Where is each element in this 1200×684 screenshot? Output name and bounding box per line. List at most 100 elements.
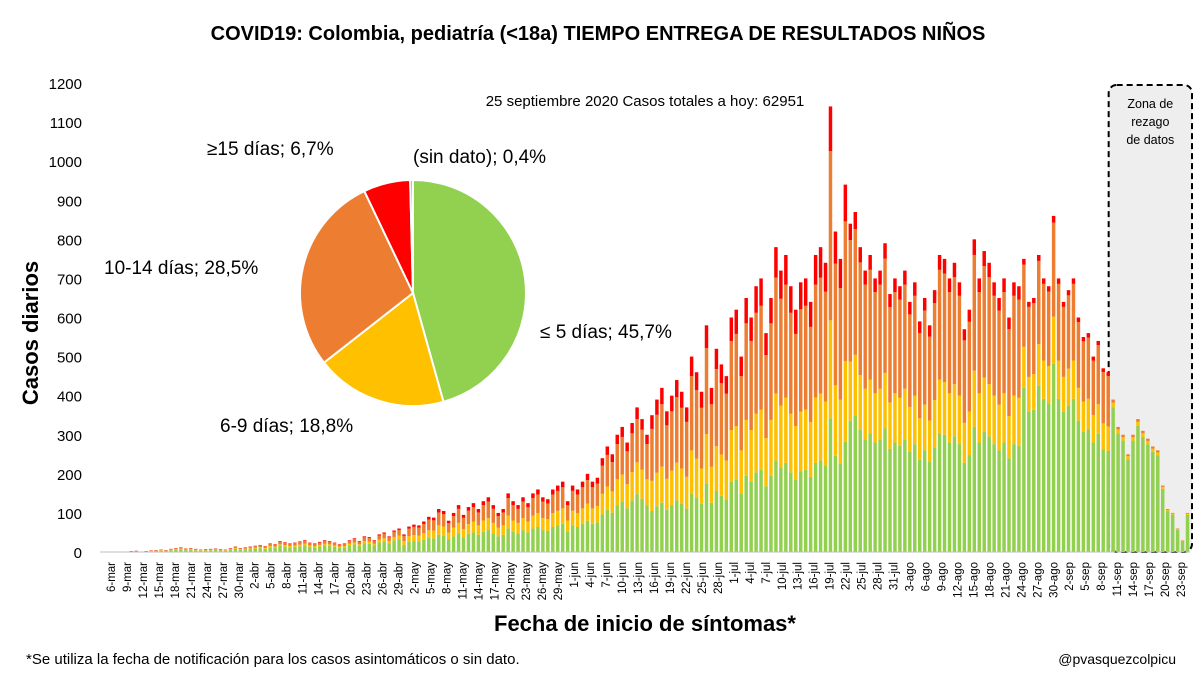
bar-segment (322, 545, 327, 552)
pie-slice-label: ≥15 días; 6,7% (207, 139, 334, 160)
bar-segment (347, 540, 352, 541)
x-tick-label: 2-abr (250, 562, 262, 589)
bar-segment (1017, 397, 1021, 446)
bar-day-163 (908, 301, 912, 552)
bar-segment (1091, 415, 1096, 443)
bar-segment (967, 309, 972, 322)
bar-segment (858, 247, 862, 263)
bar-day-205 (1116, 426, 1120, 552)
x-tick-label: 28-jun (713, 562, 725, 594)
bar-segment (1151, 446, 1155, 449)
bar-segment (714, 491, 719, 552)
bar-day-172 (952, 262, 957, 552)
bar-day-157 (878, 270, 882, 552)
bar-segment (347, 543, 352, 546)
bar-segment (1037, 385, 1041, 552)
bar-segment (1141, 430, 1145, 434)
bar-day-164 (913, 282, 917, 552)
bar-segment (412, 541, 416, 552)
bar-segment (1051, 316, 1056, 364)
bar-segment (1136, 425, 1140, 552)
bar-segment (332, 545, 337, 547)
bar-segment (293, 543, 297, 546)
bar-segment (774, 277, 778, 394)
bar-segment (1032, 303, 1036, 375)
bar-segment (1046, 291, 1051, 366)
bar-segment (357, 541, 362, 542)
bar-segment (342, 543, 347, 546)
bar-segment (1081, 431, 1086, 552)
bar-segment (184, 548, 188, 550)
bar-segment (942, 258, 947, 274)
bar-segment (640, 419, 644, 430)
bar-segment (630, 500, 634, 552)
bar-day-134 (764, 333, 768, 552)
bar-segment (288, 545, 292, 548)
bar-segment (422, 533, 426, 540)
bar-day-178 (982, 251, 986, 552)
bar-segment (818, 460, 823, 552)
bar-day-150 (843, 184, 848, 552)
y-tick-label: 900 (57, 193, 82, 210)
bar-segment (670, 470, 674, 506)
bar-segment (590, 481, 595, 488)
bar-segment (962, 340, 967, 423)
bar-day-151 (848, 223, 853, 552)
x-tick-label: 1-jul (729, 562, 741, 584)
bar-segment (322, 540, 327, 544)
bar-segment (1012, 444, 1016, 552)
bar-segment (675, 500, 679, 552)
bar-segment (665, 509, 669, 552)
bar-day-187 (1027, 301, 1031, 552)
bar-segment (927, 461, 932, 552)
x-tick-label: 7-jul (761, 562, 773, 584)
bar-segment (283, 546, 287, 552)
bar-segment (233, 546, 238, 549)
bar-segment (342, 545, 347, 548)
bar-segment (982, 266, 986, 378)
bar-segment (1111, 402, 1115, 408)
bar-segment (461, 517, 466, 529)
bar-segment (784, 462, 788, 552)
bar-segment (704, 347, 709, 435)
bar-segment (317, 546, 322, 552)
bar-segment (779, 298, 783, 406)
bar-segment (848, 361, 853, 421)
bar-segment (169, 550, 173, 552)
bar-day-161 (898, 286, 902, 552)
bar-day-125 (719, 364, 724, 552)
x-tick-label: 2-may (409, 562, 421, 594)
bar-segment (650, 480, 654, 511)
bar-segment (689, 356, 694, 377)
bar-segment (337, 546, 342, 548)
bar-day-61 (402, 534, 406, 552)
bar-segment (784, 397, 788, 463)
bar-segment (491, 508, 496, 523)
x-tick-label: 6-ago (921, 562, 933, 591)
bar-segment (838, 399, 843, 465)
bar-segment (922, 404, 927, 451)
bar-segment (481, 505, 486, 521)
bar-day-20 (198, 549, 203, 552)
bar-segment (684, 508, 689, 552)
bar-segment (789, 413, 793, 473)
bar-segment (1086, 333, 1091, 338)
x-tick-label: 24-mar (202, 562, 214, 599)
bar-day-22 (208, 548, 213, 552)
bar-segment (645, 434, 649, 445)
bar-segment (972, 254, 977, 371)
bar-segment (198, 550, 203, 552)
bar-segment (1022, 264, 1026, 347)
bar-segment (808, 326, 813, 422)
bar-segment (640, 429, 644, 470)
bar-segment (1170, 513, 1175, 515)
bar-day-192 (1051, 215, 1056, 552)
bar-segment (1017, 299, 1021, 398)
bar-segment (357, 541, 362, 545)
x-tick-label: 23-abr (362, 562, 374, 595)
bar-segment (194, 549, 198, 550)
bar-day-30 (248, 546, 253, 552)
bar-day-77 (481, 501, 486, 552)
bar-segment (392, 530, 396, 532)
bar-segment (536, 494, 540, 514)
